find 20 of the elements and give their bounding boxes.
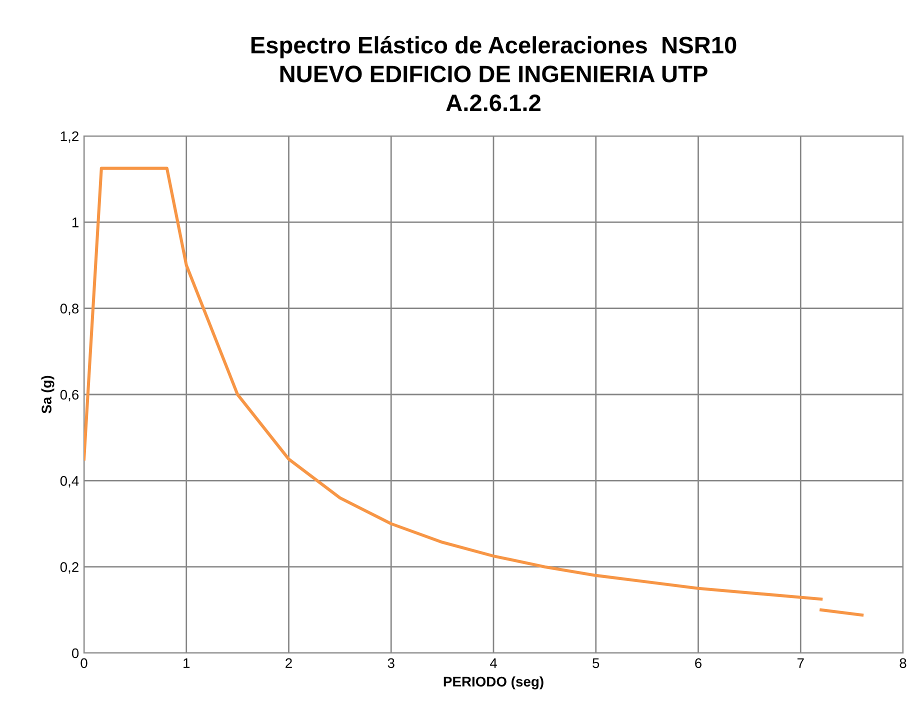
x-tick-label: 1 xyxy=(184,658,190,668)
x-tick-label: 8 xyxy=(900,658,906,668)
x-tick-label: 2 xyxy=(286,658,292,668)
y-tick-label: 1 xyxy=(72,218,78,228)
x-tick-label: 6 xyxy=(695,658,702,668)
x-tick-label: 7 xyxy=(797,658,804,668)
x-tick-label: 0 xyxy=(80,658,88,668)
line-series xyxy=(84,166,823,601)
y-tick-label: 0,2 xyxy=(60,562,78,574)
y-tick-label: 0,4 xyxy=(60,476,79,488)
y-tick-label: 0,6 xyxy=(60,390,79,402)
x-tick-label: 4 xyxy=(490,658,497,668)
y-axis-title: Sa (g) xyxy=(41,376,54,414)
y-tick-label: 1,2 xyxy=(60,131,78,143)
chart-title: Espectro Elástico de Aceleraciones NSR10 NUEVO EDIFICIO DE INGENIERIA UTP A.2.6.1.2 xyxy=(251,36,736,112)
y-tick-label: 0,8 xyxy=(60,304,79,316)
y-tick-label: 0 xyxy=(72,648,79,658)
x-tick-label: 3 xyxy=(388,658,394,668)
x-axis-title: PERIODO (seg) xyxy=(444,676,544,690)
x-tick-label: 5 xyxy=(592,658,600,668)
